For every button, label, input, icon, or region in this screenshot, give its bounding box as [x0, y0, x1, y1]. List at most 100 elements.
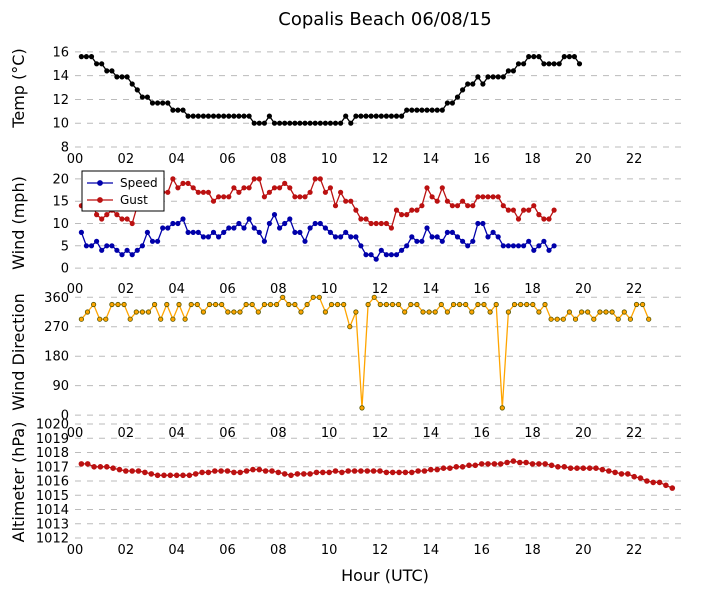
- y-axis-label: Wind Direction: [9, 293, 28, 411]
- data-point: [312, 220, 318, 227]
- data-point: [571, 53, 578, 60]
- data-point: [236, 189, 242, 195]
- data-point: [487, 309, 493, 315]
- data-point: [307, 225, 313, 231]
- data-point: [226, 194, 232, 200]
- y-tick-label: 1017: [36, 460, 69, 475]
- data-point: [454, 94, 461, 100]
- data-point: [97, 316, 103, 322]
- data-point: [212, 468, 218, 474]
- data-point: [256, 466, 263, 473]
- data-point: [200, 234, 206, 240]
- x-tick-label: 10: [321, 426, 338, 441]
- data-point: [119, 216, 125, 222]
- x-tick-label: 02: [118, 543, 135, 558]
- data-point: [615, 316, 621, 322]
- data-point: [221, 113, 227, 119]
- data-point: [205, 113, 211, 119]
- data-point: [351, 468, 358, 474]
- data-point: [139, 243, 145, 249]
- data-point: [175, 107, 181, 113]
- data-point: [536, 243, 542, 249]
- data-point: [358, 468, 364, 474]
- data-point: [114, 74, 120, 80]
- data-point: [434, 234, 440, 240]
- data-point: [261, 238, 267, 244]
- x-tick-label: 12: [372, 152, 389, 167]
- x-tick-label: 00: [67, 426, 84, 441]
- panel-wind-direction: 0 90 180 270 360 00 02 04 06 08 10 12 14 16 18 20 22 Wind…: [9, 291, 685, 441]
- data-point: [546, 61, 552, 67]
- data-point: [337, 189, 344, 195]
- data-point: [373, 220, 379, 227]
- data-point: [216, 234, 222, 240]
- data-point: [499, 405, 505, 411]
- data-point: [551, 61, 557, 67]
- data-point: [129, 252, 135, 258]
- data-point: [115, 301, 121, 308]
- y-tick-label: 1020: [36, 418, 69, 433]
- data-point: [520, 207, 527, 213]
- data-point: [152, 301, 158, 308]
- data-point: [119, 252, 125, 258]
- data-point: [373, 113, 379, 119]
- y-tick-label: 90: [52, 379, 69, 394]
- data-point: [434, 466, 441, 473]
- data-point: [378, 113, 384, 119]
- data-point: [180, 216, 186, 222]
- data-point: [127, 316, 133, 322]
- data-point: [292, 120, 298, 126]
- data-point: [444, 100, 450, 106]
- data-point: [621, 309, 627, 315]
- x-tick-label: 10: [321, 282, 338, 297]
- data-point: [599, 466, 606, 473]
- data-point: [332, 120, 339, 126]
- data-point: [276, 185, 283, 191]
- data-point: [175, 185, 181, 191]
- data-point: [517, 301, 524, 308]
- data-point: [631, 473, 637, 480]
- data-point: [241, 185, 247, 191]
- y-tick-label: 0: [61, 409, 69, 424]
- data-point: [393, 113, 400, 119]
- data-point: [224, 468, 231, 474]
- data-point: [114, 212, 120, 218]
- data-point: [389, 469, 396, 476]
- data-point: [347, 324, 353, 330]
- data-point: [542, 461, 548, 467]
- data-point: [383, 469, 390, 476]
- data-point: [485, 74, 491, 80]
- data-point: [298, 309, 304, 315]
- data-point: [465, 203, 471, 209]
- data-point: [618, 471, 625, 477]
- y-tick-label: 1013: [36, 517, 69, 532]
- data-point: [548, 316, 554, 322]
- data-point: [269, 468, 275, 474]
- data-point: [267, 301, 274, 308]
- data-point: [490, 229, 496, 235]
- x-tick-label: 12: [372, 282, 389, 297]
- data-point: [142, 469, 148, 476]
- data-point: [165, 189, 171, 195]
- data-point: [287, 120, 293, 126]
- x-tick-label: 06: [219, 543, 236, 558]
- x-tick-label: 20: [575, 152, 592, 167]
- data-point: [129, 468, 136, 474]
- data-point: [500, 203, 506, 209]
- data-point: [134, 247, 140, 253]
- data-point: [282, 220, 288, 227]
- data-point: [170, 176, 176, 182]
- data-point: [246, 185, 252, 191]
- data-point: [190, 229, 196, 235]
- data-point: [554, 316, 560, 322]
- data-point: [389, 301, 396, 308]
- data-point: [633, 301, 640, 308]
- data-point: [148, 471, 155, 477]
- data-point: [297, 229, 303, 235]
- data-point: [345, 468, 352, 474]
- data-point: [378, 220, 384, 227]
- data-point: [124, 216, 130, 222]
- data-point: [646, 316, 652, 322]
- data-point: [419, 238, 425, 244]
- y-tick-label: 10: [52, 217, 69, 232]
